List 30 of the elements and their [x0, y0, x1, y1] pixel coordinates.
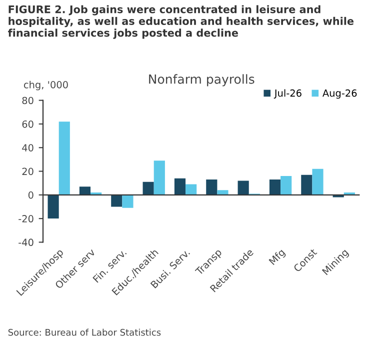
bar: [111, 194, 122, 207]
bar: [142, 182, 154, 195]
source-note: Source: Bureau of Labor Statistics: [8, 328, 161, 336]
y-tick-label: -20: [18, 215, 34, 222]
bar: [174, 178, 186, 195]
chart-title: FIGURE 2. Job gains were concentrated in leisure and hospitality, as well as education and health services, while financial services jobs posted a decline: [8, 5, 354, 39]
y-tick-label: 20: [22, 168, 34, 176]
bar: [206, 180, 218, 195]
bar: [238, 180, 249, 195]
bar: [217, 190, 228, 195]
y-tick-label: 60: [22, 120, 34, 128]
y-tick-label: -40: [18, 238, 34, 246]
bar: [58, 122, 70, 195]
x-tick-label: Mfg: [268, 248, 287, 266]
bar: [269, 180, 281, 195]
bar: [154, 160, 165, 195]
legend-label: Jul-26: [274, 89, 302, 99]
bar: [48, 194, 59, 219]
bar: [301, 174, 312, 195]
bar: [79, 186, 91, 195]
legend-label: Aug-26: [322, 89, 357, 99]
y-tick-label: 80: [22, 96, 34, 104]
chart-subtitle: Nonfarm payrolls: [149, 74, 254, 86]
bar: [186, 184, 197, 195]
y-axis-title: chg, '000: [24, 80, 68, 90]
bar: [280, 176, 292, 195]
bar: [312, 168, 324, 195]
bar: [122, 194, 134, 208]
y-tick-label: 40: [22, 144, 34, 152]
y-tick-label: 0: [28, 191, 34, 199]
